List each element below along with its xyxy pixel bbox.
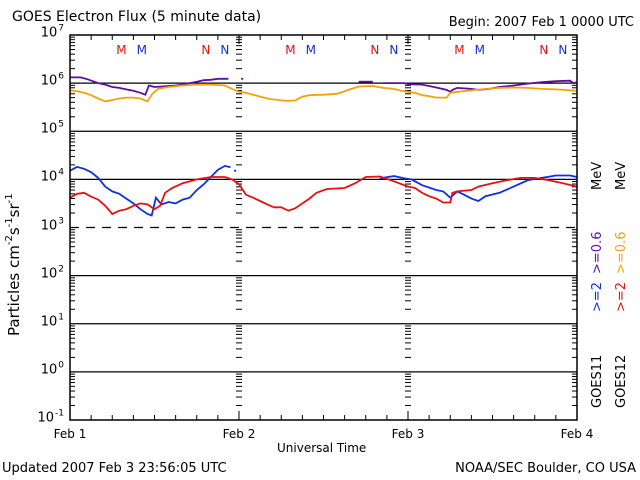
series-line-segment [70,76,229,96]
legend-goes11: GOES11 [590,354,605,408]
local-time-marker-n: N [370,43,379,57]
legend-goes12: GOES12 [614,354,629,408]
y-tick-base: 10 [40,73,58,89]
x-tick-label: Feb 3 [391,427,425,441]
local-time-marker-m: M [137,43,147,57]
x-tick-label: Feb 4 [560,427,594,441]
y-tick-label: 103 [22,216,64,233]
local-time-marker-m: M [306,43,316,57]
y-tick-base: 10 [37,410,55,426]
y-tick-label: 107 [22,24,64,41]
y-tick-exponent: 6 [58,71,64,82]
x-axis-title: Universal Time [277,441,367,455]
y-tick-exponent: 4 [58,167,64,178]
grid-lines [70,82,577,373]
y-tick-base: 10 [40,25,58,41]
legend-unit-2: MeV [614,161,629,190]
legend-g11-low: >=0.6 [590,231,605,274]
chart-title: GOES Electron Flux (5 minute data) [12,9,262,25]
y-tick-base: 10 [40,169,58,185]
local-time-marker-m: M [475,43,485,57]
axis-ticks [69,35,578,420]
series-line-segment [383,79,578,93]
legend-g12-low: >=0.6 [614,231,629,274]
series-line-segment [69,83,578,103]
y-tick-label: 106 [22,72,64,89]
y-tick-base: 10 [40,121,58,137]
y-tick-exponent: 0 [58,360,64,371]
local-time-marker-n: N [201,43,210,57]
local-time-marker-m: M [454,43,464,57]
y-tick-exponent: 3 [58,216,64,226]
y-tick-exponent: -1 [55,408,64,419]
series-g11_low [70,76,578,96]
legend-g12-high: >=2 [614,281,629,312]
series-line-segment [69,164,231,217]
legend-g11-high: >=2 [590,281,605,312]
source-credit: NOAA/SEC Boulder, CO USA [455,461,636,476]
local-time-marker-m: M [285,43,295,57]
y-tick-label: 104 [22,168,64,185]
local-time-marker-n: N [558,43,567,57]
y-tick-exponent: 1 [58,312,64,323]
y-tick-exponent: 5 [58,119,64,130]
local-time-marker-m: M [116,43,126,57]
y-tick-label: 101 [22,312,64,329]
legend-goes11-label: GOES11 [590,355,605,408]
legend-goes12-label: GOES12 [614,355,629,408]
legend-unit-1: MeV [590,161,605,190]
y-tick-base: 10 [40,362,58,378]
y-tick-base: 10 [40,266,58,282]
series-curves [69,76,578,217]
y-tick-base: 10 [40,218,58,233]
x-tick-label: Feb 2 [222,427,256,441]
y-tick-exponent: 7 [58,23,64,34]
y-tick-base: 10 [40,314,58,330]
local-time-marker-n: N [539,43,548,57]
y-tick-label: 105 [22,120,64,137]
local-time-marker-n: N [220,43,229,57]
series-g12_high [69,175,578,216]
updated-timestamp: Updated 2007 Feb 3 23:56:05 UTC [2,461,227,476]
series-line-segment [69,175,578,216]
plot-frame [69,34,578,421]
y-tick-label: 102 [22,264,64,281]
x-tick-label: Feb 1 [53,427,87,441]
begin-time: Begin: 2007 Feb 1 0000 UTC [448,15,634,30]
series-g12_low [69,83,578,103]
local-time-marker-n: N [389,43,398,57]
y-tick-label: 100 [22,360,64,377]
y-tick-label: 10-1 [22,409,64,426]
y-tick-exponent: 2 [58,264,64,275]
